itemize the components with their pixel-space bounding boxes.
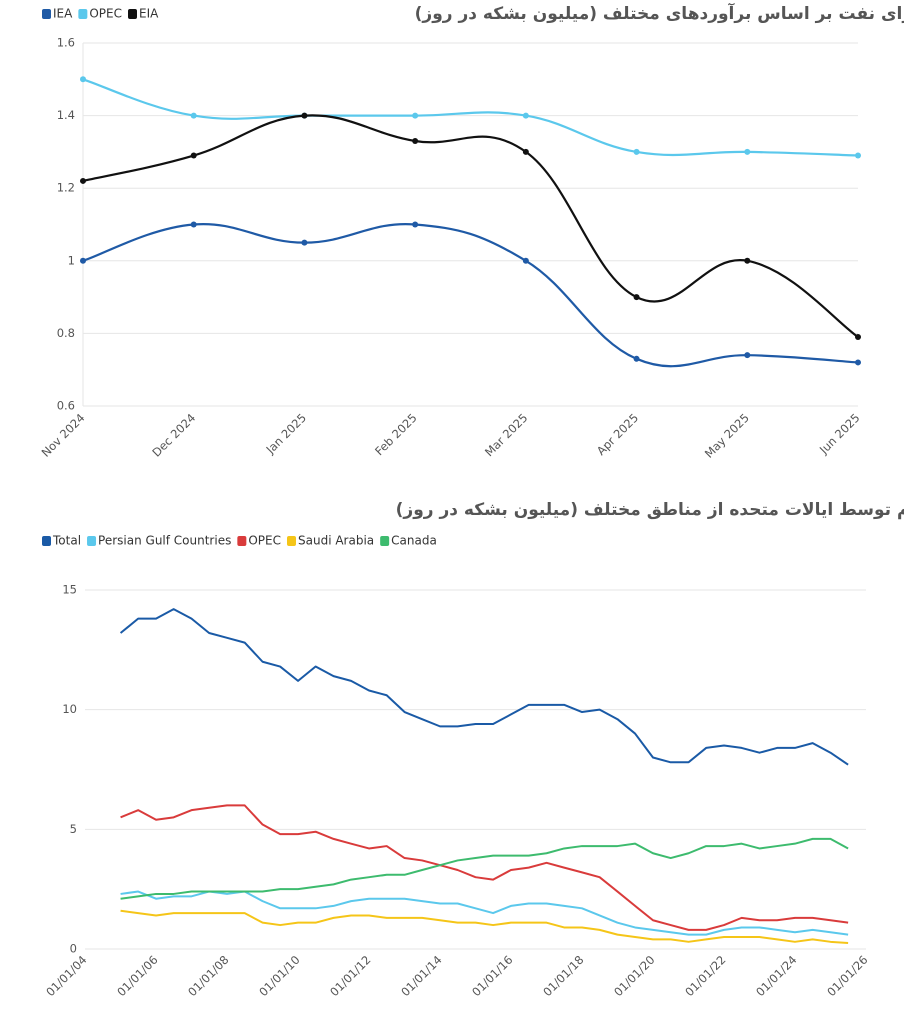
x-tick-label: 01/01/26 (824, 953, 870, 999)
legend-swatch (237, 536, 247, 546)
y-tick-label: 5 (70, 822, 77, 836)
data-point (744, 148, 751, 155)
y-tick-label: 1 (68, 253, 75, 267)
y-tick-label: 1.6 (57, 36, 75, 50)
series-line (120, 837, 849, 900)
y-tick-label: 1.2 (57, 181, 75, 195)
y-tick-label: 0 (70, 942, 77, 956)
data-point (855, 334, 861, 341)
legend-label: Canada (391, 534, 437, 548)
legend-swatch (42, 536, 51, 546)
legend-label: Total (52, 534, 81, 548)
x-tick-label: Nov 2024 (39, 411, 88, 460)
series-line (119, 608, 849, 766)
legend-swatch (87, 536, 97, 546)
x-tick-label: Dec 2024 (149, 411, 198, 460)
legend-swatch (128, 9, 137, 19)
legend-swatch (380, 536, 390, 546)
x-tick-label: 01/01/22 (682, 953, 728, 999)
data-point (80, 76, 86, 83)
legend-label: IEA (53, 7, 73, 21)
data-point (412, 221, 419, 228)
data-point (412, 112, 419, 119)
y-tick-label: 15 (62, 582, 77, 596)
y-tick-label: 1.4 (57, 108, 75, 122)
x-tick-label: 01/01/18 (540, 953, 586, 999)
y-tick-label: 10 (62, 702, 77, 716)
data-point (190, 152, 197, 159)
x-tick-label: May 2025 (702, 411, 752, 461)
y-tick-label: 0.6 (57, 399, 75, 413)
series-line (120, 909, 849, 945)
y-tick-label: 0.8 (57, 326, 75, 340)
data-point (633, 355, 640, 362)
x-tick-label: 01/01/08 (185, 953, 231, 999)
data-point (190, 112, 197, 119)
data-point (633, 148, 640, 155)
data-point (522, 257, 529, 264)
data-point (190, 221, 197, 228)
chart-title: رشد تقاضا برای نفت بر اساس برآوردهای مخت… (415, 2, 904, 24)
x-tick-label: Jan 2025 (263, 411, 309, 457)
legend-label: Persian Gulf Countries (98, 534, 231, 548)
data-point (522, 148, 529, 155)
series-line (82, 78, 859, 157)
x-tick-label: Jun 2025 (816, 411, 863, 458)
x-tick-label: Feb 2025 (372, 411, 420, 459)
data-point (633, 294, 640, 301)
x-tick-label: 01/01/06 (114, 953, 160, 999)
x-tick-label: 01/01/20 (611, 953, 657, 999)
data-point (522, 112, 529, 119)
data-point (855, 152, 861, 159)
legend-label: OPEC (248, 534, 281, 548)
data-point (412, 138, 419, 145)
data-point (301, 239, 308, 246)
chart-title: واردات نفت خام توسط ایالات متحده از مناط… (396, 500, 904, 520)
legend-swatch (42, 9, 51, 19)
x-tick-label: 01/01/14 (398, 953, 444, 999)
x-tick-label: 01/01/12 (327, 953, 373, 999)
data-point (80, 257, 86, 264)
x-tick-label: Apr 2025 (594, 411, 641, 458)
legend-swatch (78, 9, 88, 19)
series-line (82, 114, 859, 338)
data-point (744, 257, 751, 264)
data-point (301, 112, 308, 119)
x-tick-label: 01/01/04 (43, 953, 89, 999)
data-point (744, 352, 751, 359)
series-line (120, 804, 849, 931)
legend-label: Saudi Arabia (298, 534, 374, 548)
x-tick-label: 01/01/10 (256, 953, 302, 999)
x-tick-label: Mar 2025 (482, 411, 531, 460)
x-tick-label: 01/01/16 (469, 953, 515, 999)
legend-label: EIA (139, 7, 159, 21)
legend-swatch (287, 536, 296, 546)
legend-label: OPEC (89, 7, 122, 21)
series-line (82, 223, 859, 368)
x-tick-label: 01/01/24 (753, 953, 799, 999)
data-point (855, 359, 861, 366)
data-point (80, 177, 86, 184)
